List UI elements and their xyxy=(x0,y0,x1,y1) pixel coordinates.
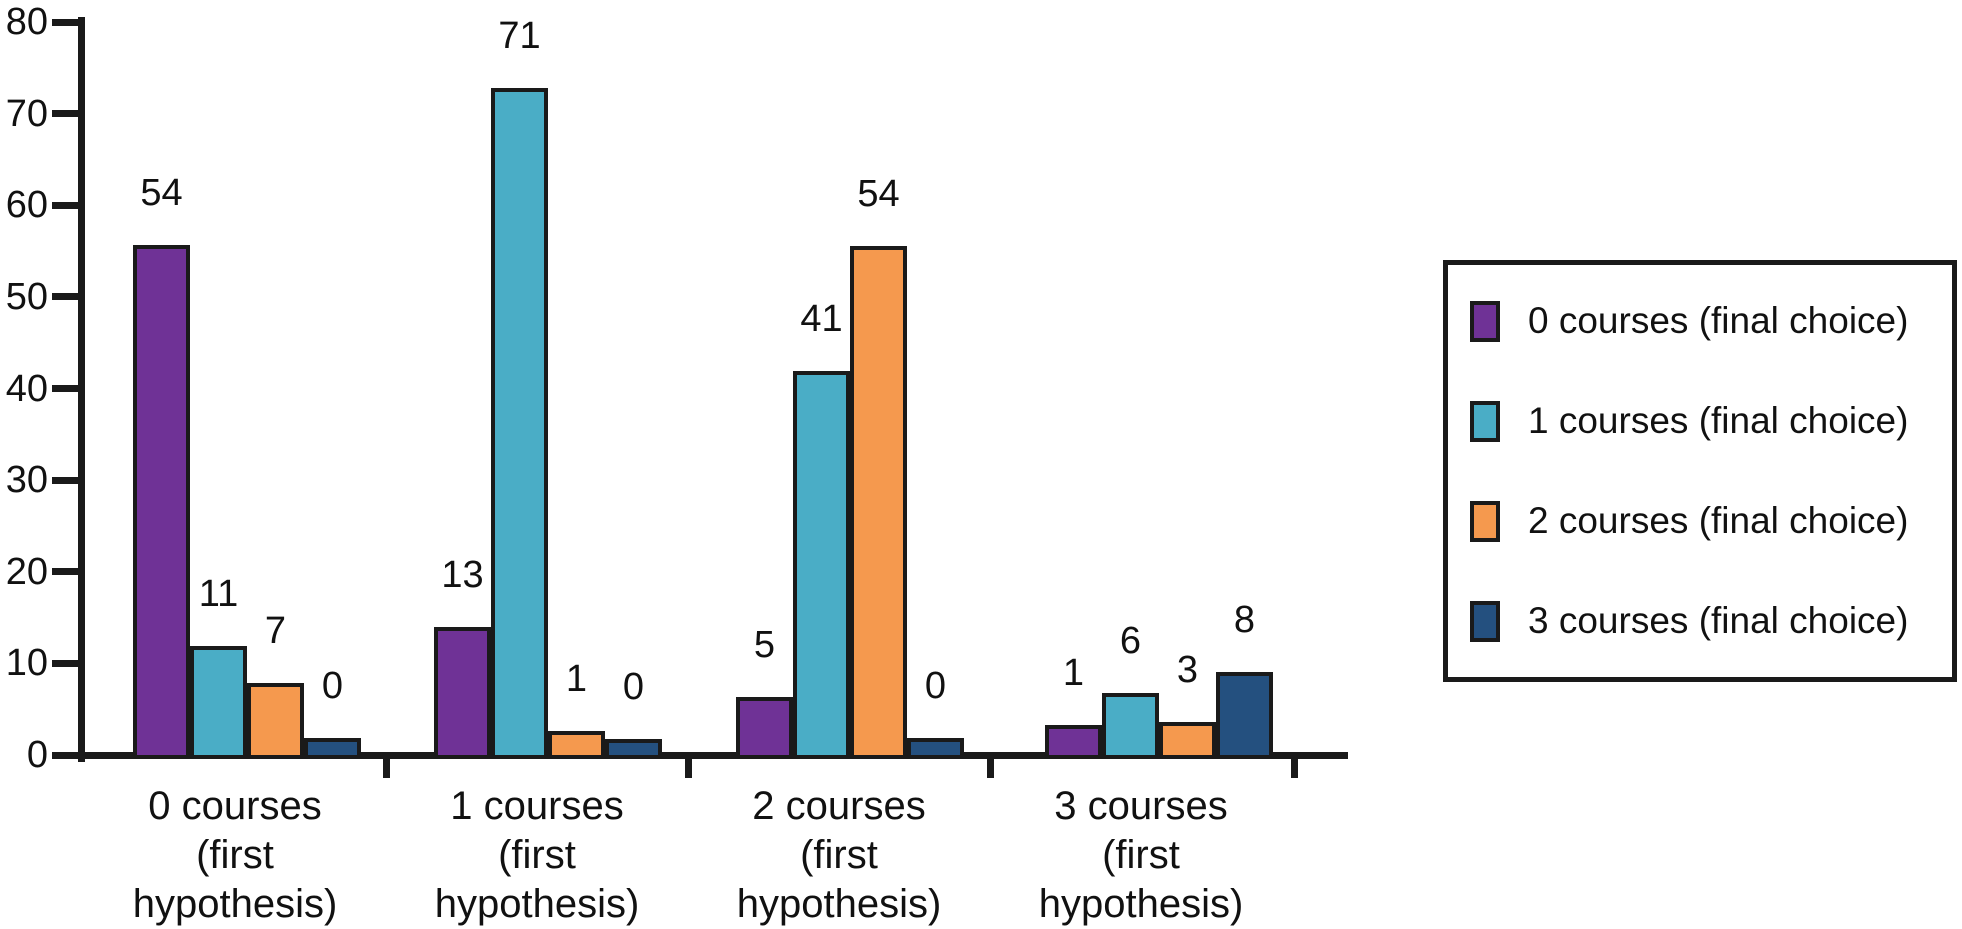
legend-box: 0 courses (final choice) 1 courses (final… xyxy=(1443,260,1957,682)
legend-item: 3 courses (final choice) xyxy=(1448,600,1952,642)
bar xyxy=(1159,722,1216,759)
bar xyxy=(605,739,662,759)
bar xyxy=(736,697,793,759)
legend-swatch-icon xyxy=(1470,400,1500,442)
bar xyxy=(247,682,304,759)
bar-value-label: 13 xyxy=(441,553,484,596)
x-category-label: 0 courses (first hypothesis) xyxy=(132,784,338,926)
legend-label: 1 courses (final choice) xyxy=(1528,400,1909,441)
bar-value-label: 41 xyxy=(800,298,843,341)
x-axis-tick xyxy=(684,752,692,778)
bar xyxy=(434,626,491,759)
y-axis-tick xyxy=(52,293,85,301)
y-axis-tick xyxy=(52,476,85,484)
bar xyxy=(850,246,907,759)
bar xyxy=(1102,692,1159,759)
x-axis-line xyxy=(78,752,1348,759)
legend-swatch-icon xyxy=(1470,500,1500,542)
bar-value-label: 6 xyxy=(1119,619,1142,662)
y-axis-tick-label: 20 xyxy=(5,550,48,593)
bar-value-label: 1 xyxy=(1062,651,1085,694)
bar xyxy=(190,645,247,759)
legend-item: 1 courses (final choice) xyxy=(1448,400,1952,442)
bar-value-label: 7 xyxy=(264,609,287,652)
y-axis-tick xyxy=(52,110,85,118)
legend-label: 2 courses (final choice) xyxy=(1528,500,1909,541)
bar-value-label: 0 xyxy=(321,664,344,707)
bar xyxy=(133,244,190,759)
y-axis-tick xyxy=(52,201,85,209)
y-axis-tick xyxy=(52,659,85,667)
x-category-label: 3 courses (first hypothesis) xyxy=(1038,784,1244,926)
legend-item: 0 courses (final choice) xyxy=(1448,300,1952,342)
y-axis-tick xyxy=(52,385,85,392)
legend-label: 0 courses (final choice) xyxy=(1528,300,1909,341)
bar xyxy=(907,737,964,759)
bar xyxy=(548,731,605,759)
x-axis-tick xyxy=(986,752,994,778)
x-axis-tick xyxy=(382,752,390,778)
y-axis-tick xyxy=(52,751,85,759)
bar-value-label: 0 xyxy=(924,664,947,707)
bar-value-label: 11 xyxy=(198,572,239,615)
y-axis-tick xyxy=(52,568,85,576)
y-axis-tick-label: 40 xyxy=(5,367,48,410)
bar xyxy=(793,371,850,759)
y-axis-tick-label: 10 xyxy=(5,642,48,685)
bar-value-label: 54 xyxy=(857,173,900,216)
y-axis-tick-label: 30 xyxy=(5,459,48,502)
bar-value-label: 8 xyxy=(1233,598,1256,641)
bar-value-label: 71 xyxy=(498,14,541,57)
x-category-label: 2 courses (first hypothesis) xyxy=(736,784,942,926)
x-category-label: 1 courses (first hypothesis) xyxy=(434,784,640,926)
bar-value-label: 3 xyxy=(1176,649,1199,691)
y-axis-tick-label: 60 xyxy=(5,184,48,227)
bar-value-label: 54 xyxy=(140,171,183,214)
bar xyxy=(1216,671,1273,759)
bar xyxy=(1045,724,1102,759)
legend-swatch-icon xyxy=(1470,600,1500,642)
bar xyxy=(491,87,548,759)
y-axis-tick-label: 70 xyxy=(5,92,48,135)
bar-value-label: 1 xyxy=(565,658,588,701)
y-axis-tick xyxy=(52,18,85,26)
y-axis-tick-label: 50 xyxy=(5,275,48,318)
legend-item: 2 courses (final choice) xyxy=(1448,500,1952,542)
y-axis-tick-label: 0 xyxy=(26,734,48,776)
y-axis-tick-label: 80 xyxy=(5,1,48,43)
x-axis-tick xyxy=(1290,752,1298,778)
bar-value-label: 5 xyxy=(753,624,776,667)
legend-label: 3 courses (final choice) xyxy=(1528,600,1909,641)
legend-swatch-icon xyxy=(1470,300,1500,342)
bar xyxy=(304,737,361,759)
bar-value-label: 0 xyxy=(622,666,645,709)
